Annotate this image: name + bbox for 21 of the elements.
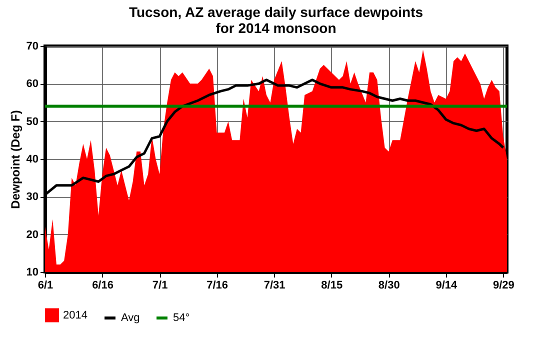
x-tick-label: 7/1 bbox=[152, 280, 168, 292]
y-tick-label: 50 bbox=[26, 116, 38, 128]
y-tick-label: 70 bbox=[26, 40, 38, 52]
x-tick-label: 7/31 bbox=[264, 280, 286, 292]
x-tick-label: 8/15 bbox=[321, 280, 343, 292]
x-tick-label: 6/16 bbox=[92, 280, 114, 292]
y-tick-label: 40 bbox=[26, 154, 38, 166]
y-tick-label: 10 bbox=[26, 266, 38, 278]
x-tick-label: 7/16 bbox=[206, 280, 228, 292]
y-axis-title: Dewpoint (Deg F) bbox=[8, 110, 22, 209]
legend-label: 2014 bbox=[63, 309, 88, 322]
x-tick-label: 9/29 bbox=[492, 280, 514, 292]
y-tick-label: 60 bbox=[26, 78, 38, 90]
x-tick-label: 6/1 bbox=[38, 280, 54, 292]
chart-title: Tucson, AZ average daily surface dewpoints for 2014 monsoon bbox=[128, 4, 424, 36]
legend-label: Avg bbox=[121, 312, 140, 324]
y-tick-label: 30 bbox=[26, 191, 38, 204]
legend-label: 54° bbox=[173, 312, 190, 324]
x-tick-label: 8/30 bbox=[378, 280, 400, 292]
y-tick-label: 20 bbox=[26, 228, 38, 241]
x-tick-label: 9/14 bbox=[436, 280, 458, 292]
